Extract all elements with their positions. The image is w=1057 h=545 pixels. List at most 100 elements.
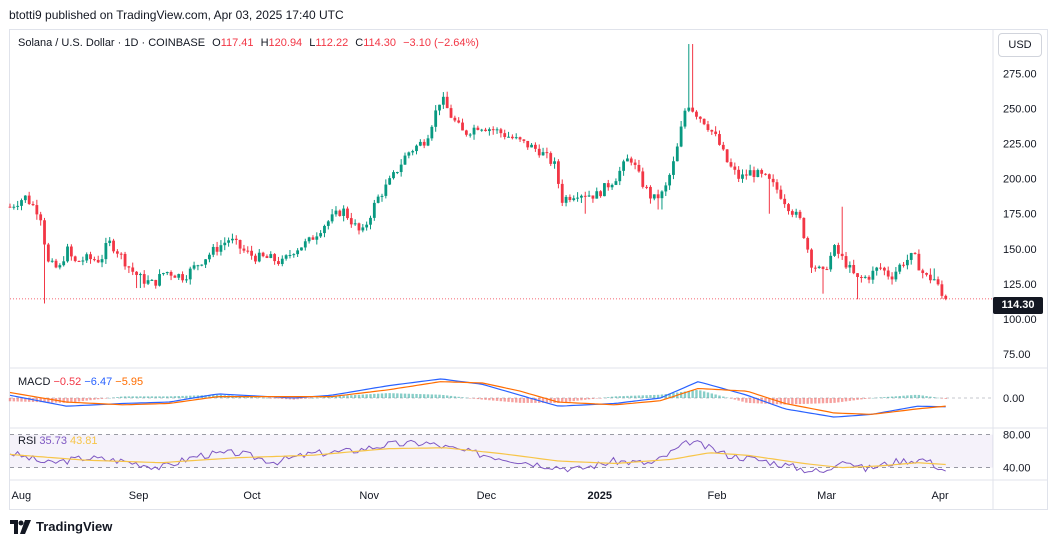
macd-histogram-bar bbox=[572, 398, 575, 402]
tradingview-brand[interactable]: TradingView bbox=[10, 519, 112, 534]
macd-histogram-bar bbox=[503, 398, 506, 402]
macd-histogram-bar bbox=[702, 391, 706, 398]
macd-histogram-bar bbox=[323, 396, 326, 398]
candle-body bbox=[675, 146, 679, 162]
price-tick-label: 75.00 bbox=[1003, 349, 1031, 361]
candle-body bbox=[817, 266, 821, 269]
candle-body bbox=[173, 275, 177, 278]
candle-body bbox=[242, 248, 246, 251]
macd-histogram-bar bbox=[204, 395, 207, 398]
macd-line-value: −6.47 bbox=[84, 376, 113, 388]
macd-histogram-bar bbox=[614, 396, 618, 398]
candle-body bbox=[238, 239, 242, 249]
macd-histogram-bar bbox=[330, 396, 334, 398]
candle-body bbox=[545, 152, 549, 154]
candle-body bbox=[434, 110, 438, 127]
macd-legend: MACD −0.52 −6.47 −5.95 bbox=[18, 376, 143, 388]
macd-histogram-bar bbox=[169, 396, 173, 398]
macd-histogram-bar bbox=[461, 397, 464, 398]
macd-histogram-bar bbox=[384, 393, 388, 398]
macd-histogram-bar bbox=[93, 398, 96, 400]
macd-histogram-bar bbox=[910, 395, 913, 398]
macd-histogram-bar bbox=[699, 390, 702, 398]
macd-histogram-bar bbox=[929, 396, 932, 398]
candle-body bbox=[626, 158, 629, 162]
macd-histogram-bar bbox=[319, 397, 322, 398]
macd-histogram-bar bbox=[388, 393, 391, 398]
macd-histogram-bar bbox=[576, 398, 579, 401]
macd-histogram-bar bbox=[587, 398, 591, 400]
macd-label: MACD bbox=[18, 376, 51, 388]
macd-histogram-bar bbox=[829, 398, 832, 404]
candle-body bbox=[802, 217, 806, 239]
macd-histogram-bar bbox=[814, 398, 817, 404]
candle-body bbox=[921, 270, 925, 274]
candle-body bbox=[307, 237, 311, 242]
candle-body bbox=[557, 161, 560, 184]
macd-histogram-bar bbox=[856, 398, 859, 400]
candle-body bbox=[813, 267, 817, 269]
candle-body bbox=[510, 136, 514, 139]
candle-body bbox=[810, 249, 813, 268]
candle-body bbox=[234, 238, 238, 240]
macd-histogram-bar bbox=[864, 398, 867, 399]
candle-body bbox=[35, 205, 39, 215]
candle-body bbox=[710, 129, 714, 132]
candle-body bbox=[284, 255, 288, 259]
macd-histogram-bar bbox=[695, 390, 698, 398]
macd-histogram-bar bbox=[844, 398, 848, 402]
candle-body bbox=[882, 267, 886, 271]
macd-histogram-bar bbox=[936, 397, 940, 399]
macd-histogram-bar bbox=[810, 398, 813, 404]
candle-body bbox=[395, 172, 399, 174]
candle-body bbox=[936, 279, 940, 285]
macd-histogram-bar bbox=[123, 396, 127, 398]
macd-histogram-bar bbox=[50, 398, 54, 403]
macd-histogram-bar bbox=[887, 396, 890, 398]
macd-histogram-bar bbox=[687, 391, 690, 398]
candle-body bbox=[683, 110, 687, 127]
candle-body bbox=[422, 141, 426, 146]
macd-histogram-bar bbox=[104, 398, 108, 399]
candle-body bbox=[913, 253, 917, 255]
macd-histogram-bar bbox=[653, 394, 656, 398]
rsi-label: RSI bbox=[18, 435, 37, 447]
macd-histogram-bar bbox=[392, 393, 395, 398]
macd-histogram-bar bbox=[465, 397, 468, 399]
candle-body bbox=[392, 172, 395, 179]
time-axis-label: Mar bbox=[817, 490, 836, 502]
candle-body bbox=[468, 134, 472, 136]
macd-histogram-bar bbox=[24, 398, 27, 402]
macd-histogram-bar bbox=[258, 397, 261, 398]
candle-body bbox=[833, 245, 836, 256]
candle-body bbox=[760, 170, 764, 174]
close-value: 114.30 bbox=[363, 37, 397, 49]
candle-body bbox=[499, 129, 503, 134]
macd-histogram-bar bbox=[173, 396, 177, 398]
candle-body bbox=[522, 139, 526, 141]
candle-body bbox=[369, 217, 372, 225]
candle-body bbox=[81, 260, 85, 262]
macd-histogram-bar bbox=[879, 397, 882, 398]
macd-histogram-bar bbox=[867, 398, 871, 399]
candle-body bbox=[92, 259, 96, 261]
candle-body bbox=[100, 259, 104, 263]
candle-body bbox=[165, 272, 169, 274]
macd-histogram-bar bbox=[633, 395, 637, 398]
candle-body bbox=[526, 140, 530, 148]
macd-histogram-bar bbox=[825, 398, 829, 404]
candle-body bbox=[162, 273, 165, 275]
macd-histogram-bar bbox=[39, 398, 42, 403]
candle-body bbox=[541, 152, 545, 156]
macd-histogram-bar bbox=[284, 398, 288, 400]
macd-histogram-bar bbox=[921, 395, 924, 398]
macd-histogram-bar bbox=[73, 398, 77, 402]
macd-histogram-bar bbox=[254, 397, 257, 398]
macd-histogram-bar bbox=[426, 394, 430, 398]
candle-body bbox=[491, 129, 495, 131]
macd-histogram-bar bbox=[365, 394, 368, 398]
candle-body bbox=[142, 274, 146, 284]
macd-histogram-bar bbox=[714, 394, 717, 398]
currency-button[interactable]: USD bbox=[998, 33, 1042, 57]
